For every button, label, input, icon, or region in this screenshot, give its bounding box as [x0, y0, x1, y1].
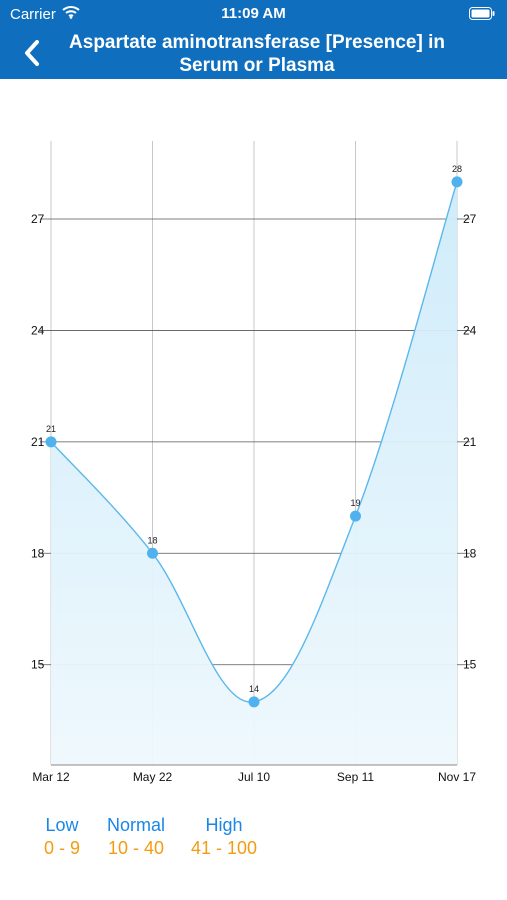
- chart-area-fill: [51, 181, 457, 765]
- back-button[interactable]: [18, 36, 50, 72]
- x-axis: Mar 12 May 22 Jul 10 Sep 11 Nov 17: [32, 764, 476, 784]
- range-high-value: 41 - 100: [190, 838, 258, 858]
- wifi-icon: [62, 5, 80, 24]
- data-label: 21: [46, 424, 56, 434]
- x-tick-label: May 22: [133, 770, 173, 784]
- page-title-line1: Aspartate aminotransferase [Presence] in: [69, 32, 445, 53]
- reference-ranges: Low 0 - 9 Normal 10 - 40 High 41 - 100: [0, 815, 507, 875]
- data-point: [451, 176, 463, 188]
- y-tick-label-right: 24: [463, 323, 477, 337]
- data-points: [45, 176, 463, 708]
- range-low: Low 0 - 9: [38, 815, 86, 859]
- data-point: [147, 547, 158, 559]
- y-tick-label-right: 18: [463, 546, 477, 560]
- carrier-label: Carrier: [10, 6, 56, 23]
- y-tick-label-right: 15: [463, 658, 477, 672]
- y-axis-left: 15 18 21 24 27: [31, 212, 45, 672]
- y-tick-label-left: 15: [31, 658, 45, 672]
- y-tick-label-left: 27: [31, 212, 45, 226]
- chevron-left-icon: [25, 40, 39, 66]
- status-time: 11:09 AM: [221, 5, 286, 22]
- range-normal-label: Normal: [106, 815, 165, 835]
- chart-series-line: [50, 181, 458, 703]
- range-normal-value: 10 - 40: [107, 838, 165, 858]
- data-label: 14: [249, 684, 259, 694]
- range-low-label: Low: [45, 815, 79, 835]
- app-header: Carrier 11:09 AM Aspartate aminotr: [0, 0, 507, 79]
- x-tick-label: Nov 17: [438, 770, 476, 784]
- battery-icon: [469, 7, 495, 25]
- status-bar: Carrier 11:09 AM: [0, 0, 507, 28]
- x-tick-label: Sep 11: [337, 770, 374, 784]
- data-labels: 21 18 14 19 28: [46, 164, 462, 694]
- data-label: 18: [147, 535, 157, 545]
- x-tick-label: Jul 10: [238, 770, 270, 784]
- range-low-value: 0 - 9: [43, 838, 81, 858]
- data-point: [45, 436, 57, 448]
- range-high: High 41 - 100: [184, 815, 264, 859]
- y-tick-label-left: 21: [31, 435, 45, 449]
- data-label: 19: [350, 498, 360, 508]
- data-point: [350, 510, 361, 522]
- y-tick-label-right: 21: [463, 435, 477, 449]
- range-high-label: High: [205, 815, 243, 835]
- page-title-line2: Serum or Plasma: [179, 55, 335, 76]
- y-axis-right: 15 18 21 24 27: [463, 212, 477, 672]
- y-tick-label-left: 18: [31, 546, 45, 560]
- nav-bar: Aspartate aminotransferase [Presence] in…: [0, 28, 507, 79]
- range-normal: Normal 10 - 40: [100, 815, 172, 859]
- y-tick-label-right: 27: [463, 212, 477, 226]
- page-title: Aspartate aminotransferase [Presence] in…: [52, 31, 462, 77]
- data-point: [248, 696, 260, 708]
- y-tick-label-left: 24: [31, 323, 45, 337]
- x-tick-label: Mar 12: [32, 770, 70, 784]
- data-label: 28: [452, 164, 462, 174]
